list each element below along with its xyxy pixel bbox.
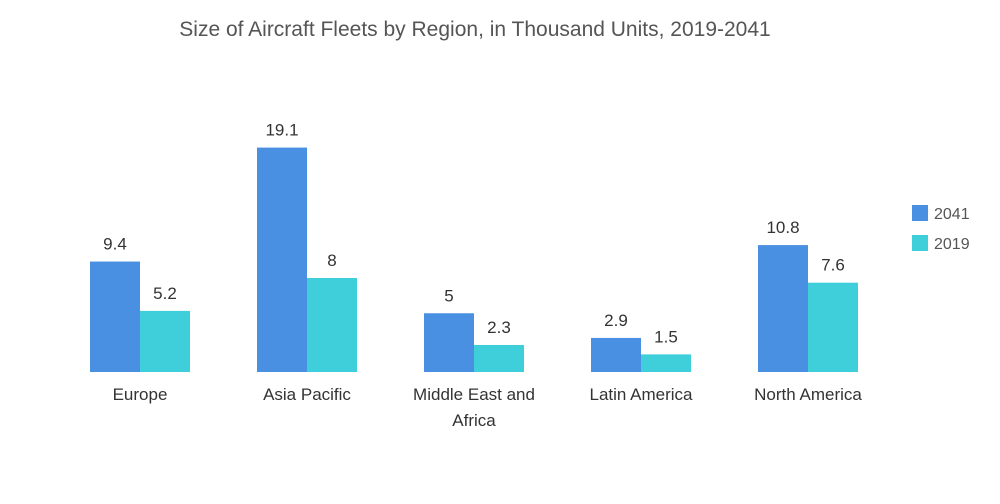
category-label-3: Latin America [590,385,694,404]
data-label-2041-3: 2.9 [604,311,628,330]
bar-2019-0 [140,310,190,372]
legend-swatch-2019 [912,235,928,251]
bar-2041-4 [758,245,808,372]
category-label-2-line-0: Middle East and [413,385,535,404]
category-label-4: North America [754,385,862,404]
category-label-0: Europe [113,385,168,404]
data-label-2019-2: 2.3 [487,318,511,337]
bar-2019-2 [474,344,524,372]
bar-2041-3 [591,337,641,372]
data-label-2041-1: 19.1 [265,121,298,140]
bar-2041-2 [424,313,474,372]
data-label-2019-1: 8 [327,251,336,270]
chart-title: Size of Aircraft Fleets by Region, in Th… [179,18,771,41]
data-label-2019-3: 1.5 [654,327,678,346]
category-label-2-line-1: Africa [452,411,496,430]
data-label-2019-0: 5.2 [153,284,177,303]
legend-label-2019: 2019 [934,236,970,253]
legend-swatch-2041 [912,205,928,221]
data-label-2019-4: 7.6 [821,256,845,275]
bar-2019-4 [808,282,858,372]
bar-2041-1 [257,147,307,372]
bar-2019-3 [641,354,691,372]
bar-2019-1 [307,278,357,372]
data-label-2041-2: 5 [444,286,453,305]
data-label-2041-4: 10.8 [766,218,799,237]
bar-2041-0 [90,261,140,372]
data-label-2041-0: 9.4 [103,235,127,254]
legend-label-2041: 2041 [934,206,970,223]
category-label-1: Asia Pacific [263,385,351,404]
